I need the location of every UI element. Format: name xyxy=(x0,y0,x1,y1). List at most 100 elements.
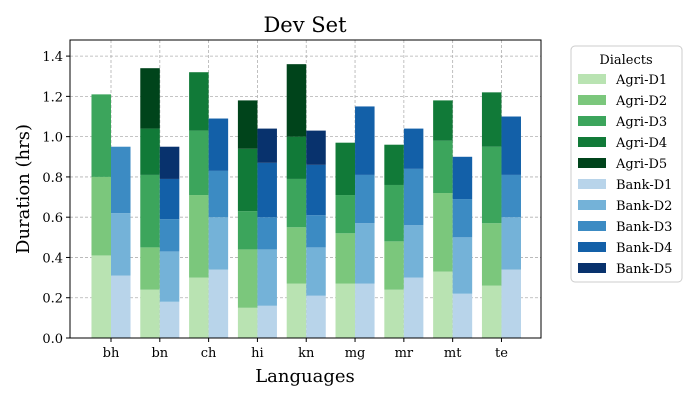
bar-segment-agri-d3-bh xyxy=(91,94,111,177)
legend-swatch xyxy=(578,74,606,84)
bar-segment-bank-d1-mt xyxy=(452,293,473,338)
legend-label: Agri-D5 xyxy=(615,157,667,172)
bar-segment-agri-d3-kn xyxy=(286,178,307,228)
bar-segment-agri-d1-hi xyxy=(237,307,258,338)
legend-swatch xyxy=(578,95,606,105)
bar-segment-bank-d2-mr xyxy=(403,225,424,278)
bar-segment-agri-d3-mr xyxy=(384,184,404,242)
bar-segment-bank-d1-kn xyxy=(306,295,326,338)
x-tick-label: mr xyxy=(395,346,414,361)
bar-segment-bank-d1-ch xyxy=(208,269,229,338)
bar-segment-agri-d4-mg xyxy=(335,142,356,196)
bar-segment-agri-d1-bh xyxy=(91,255,111,338)
bar-segment-bank-d3-hi xyxy=(257,217,277,250)
legend-swatch xyxy=(578,116,606,126)
bar-segment-bank-d2-mg xyxy=(355,223,375,284)
legend-title: Dialects xyxy=(599,53,652,68)
legend-label: Bank-D2 xyxy=(616,199,672,214)
legend-swatch xyxy=(578,263,606,273)
bar-segment-agri-d3-mt xyxy=(433,140,453,194)
bar-segment-bank-d3-bn xyxy=(159,219,180,252)
x-tick-label: mt xyxy=(444,346,462,361)
bar-segment-bank-d5-kn xyxy=(306,130,326,165)
bar-segment-agri-d1-mg xyxy=(335,283,356,338)
bar-segment-bank-d3-ch xyxy=(208,170,229,218)
bar-segment-bank-d4-kn xyxy=(306,164,326,216)
bar-segment-agri-d1-mr xyxy=(384,289,404,338)
bar-segment-bank-d3-mt xyxy=(452,199,473,238)
bar-segment-agri-d1-mt xyxy=(433,271,453,338)
y-tick-label: 0.6 xyxy=(42,211,63,226)
y-tick-label: 0.8 xyxy=(42,171,63,186)
legend-swatch xyxy=(578,158,606,168)
bar-segment-agri-d3-mg xyxy=(335,195,356,234)
bar-segment-bank-d3-bh xyxy=(110,146,131,214)
bar-segment-bank-d3-mr xyxy=(403,168,424,226)
bar-segment-bank-d4-mt xyxy=(452,156,473,200)
bar-segment-agri-d4-kn xyxy=(286,136,307,179)
bar-segment-bank-d1-hi xyxy=(257,305,277,338)
bar-segment-agri-d1-te xyxy=(481,285,502,338)
bar-segment-bank-d2-te xyxy=(501,217,521,270)
x-tick-label: ch xyxy=(201,346,217,361)
bar-segment-agri-d1-kn xyxy=(286,283,307,338)
y-axis-label: Duration (hrs) xyxy=(13,124,34,254)
legend-label: Agri-D2 xyxy=(615,94,667,109)
bar-segment-agri-d2-hi xyxy=(237,249,258,308)
bar-segment-agri-d4-bn xyxy=(140,128,160,175)
x-tick-label: bh xyxy=(103,346,120,361)
y-tick-label: 0.0 xyxy=(42,332,63,347)
bar-segment-bank-d5-bn xyxy=(159,146,180,179)
y-ticks: 0.0 0.2 0.4 0.6 0.8 1.0 1.2 1.4 xyxy=(42,50,70,347)
bar-segment-bank-d3-kn xyxy=(306,215,326,248)
bar-segment-bank-d2-hi xyxy=(257,249,277,306)
y-tick-label: 1.4 xyxy=(42,50,63,65)
bar-segment-agri-d3-bn xyxy=(140,174,160,248)
bar-segment-bank-d1-bn xyxy=(159,301,180,338)
bar-segment-agri-d1-bn xyxy=(140,289,160,338)
bar-segment-agri-d2-bn xyxy=(140,247,160,290)
legend-label: Agri-D4 xyxy=(615,136,667,151)
legend-swatch xyxy=(578,221,606,231)
bar-segment-agri-d5-bn xyxy=(140,68,160,129)
legend-label: Agri-D1 xyxy=(615,73,667,88)
bar-segment-agri-d2-mr xyxy=(384,241,404,290)
legend-swatch xyxy=(578,200,606,210)
bar-segment-agri-d3-ch xyxy=(189,130,209,196)
bar-segment-agri-d4-hi xyxy=(237,148,258,212)
y-tick-label: 0.4 xyxy=(42,251,63,266)
bar-segment-bank-d5-hi xyxy=(257,128,277,163)
x-axis-label: Languages xyxy=(255,366,355,387)
bar-segment-bank-d1-te xyxy=(501,269,521,338)
bar-segment-bank-d4-te xyxy=(501,116,521,175)
bar-segment-bank-d4-ch xyxy=(208,118,229,171)
bar-segment-bank-d3-mg xyxy=(355,174,375,224)
bar-segment-bank-d2-bn xyxy=(159,251,180,302)
bar-segment-agri-d4-mt xyxy=(433,100,453,141)
bar-segment-agri-d4-te xyxy=(481,92,502,147)
bar-segment-agri-d1-ch xyxy=(189,277,209,338)
bar-segment-agri-d4-ch xyxy=(189,72,209,131)
bar-segment-bank-d3-te xyxy=(501,174,521,218)
x-tick-label: hi xyxy=(251,346,264,361)
legend-swatch xyxy=(578,137,606,147)
bar-segment-bank-d4-mr xyxy=(403,128,424,169)
bar-segment-bank-d4-hi xyxy=(257,162,277,218)
bar-segment-bank-d4-bn xyxy=(159,178,180,220)
x-tick-label: mg xyxy=(345,346,366,361)
bar-segment-agri-d2-mg xyxy=(335,233,356,284)
bars xyxy=(91,64,521,338)
y-tick-label: 1.2 xyxy=(42,90,63,105)
bar-segment-bank-d4-mg xyxy=(355,106,375,175)
legend-label: Bank-D5 xyxy=(616,262,672,277)
legend-label: Bank-D3 xyxy=(616,220,672,235)
plot-frame xyxy=(69,39,542,339)
bar-segment-bank-d2-ch xyxy=(208,217,229,270)
x-tick-label: kn xyxy=(298,346,315,361)
x-tick-label: te xyxy=(495,346,508,361)
bar-segment-bank-d2-kn xyxy=(306,247,326,296)
bar-segment-agri-d3-hi xyxy=(237,211,258,250)
bar-segment-bank-d1-mr xyxy=(403,277,424,338)
